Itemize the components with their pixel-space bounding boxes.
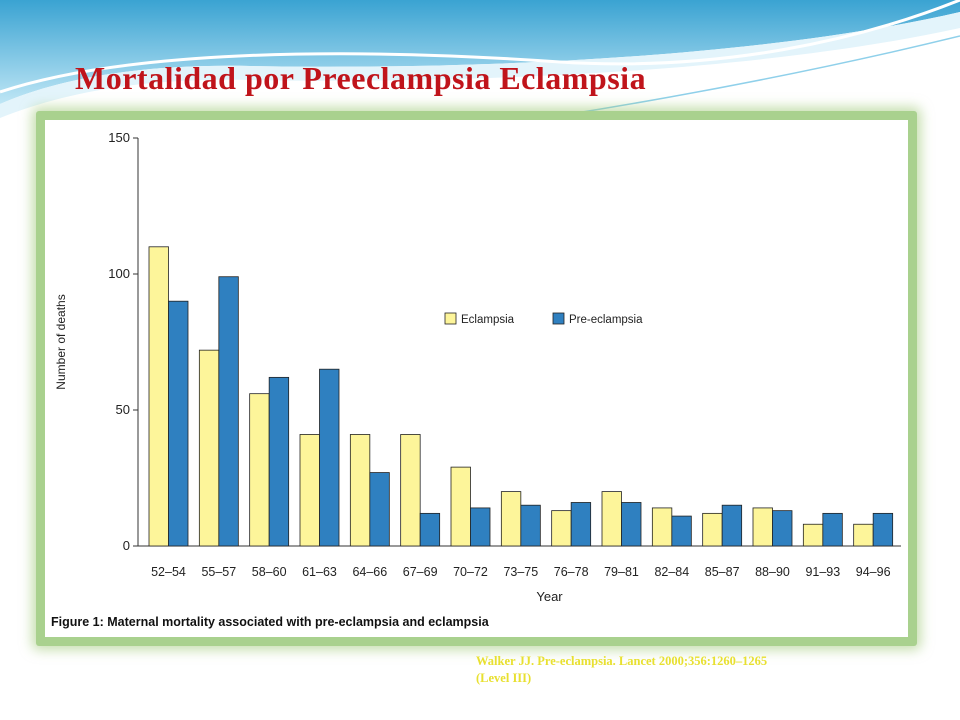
pre-eclampsia-bar <box>621 502 642 547</box>
slide-title: Mortalidad por Preeclampsia Eclampsia <box>75 60 647 96</box>
eclampsia-bar <box>450 466 471 547</box>
legend-label-pre-eclampsia: Pre-eclampsia <box>569 314 643 326</box>
x-tick-label: 91–93 <box>805 565 840 579</box>
eclampsia-bar <box>853 523 874 547</box>
pre-eclampsia-bar <box>671 515 692 547</box>
x-tick-label: 58–60 <box>252 565 287 579</box>
swoosh-sky <box>0 0 960 104</box>
x-tick-label: 67–69 <box>403 565 438 579</box>
x-tick-label: 85–87 <box>705 565 740 579</box>
y-tick-label: 100 <box>108 266 130 281</box>
pre-eclampsia-bar <box>872 512 894 547</box>
swoosh-band <box>0 12 960 118</box>
pre-eclampsia-bar <box>520 504 541 547</box>
eclampsia-bar <box>702 512 723 547</box>
pre-eclampsia-bar <box>772 510 793 547</box>
citation-line-1: Walker JJ. Pre-eclampsia. Lancet 2000;35… <box>476 654 768 668</box>
x-tick-label: 94–96 <box>856 565 891 579</box>
figure-caption-prefix: Figure 1: <box>51 615 107 629</box>
x-tick-label: 76–78 <box>554 565 589 579</box>
citation: Walker JJ. Pre-eclampsia. Lancet 2000;35… <box>476 653 896 687</box>
x-axis-label: Year <box>536 589 563 604</box>
pre-eclampsia-bar <box>419 512 441 547</box>
x-tick-label: 79–81 <box>604 565 639 579</box>
figure-caption-text: Maternal mortality associated with pre-e… <box>107 615 489 629</box>
eclampsia-bar <box>551 510 572 547</box>
eclampsia-bar <box>500 491 522 547</box>
pre-eclampsia-bar <box>319 368 340 547</box>
x-tick-label: 55–57 <box>201 565 236 579</box>
maternal-mortality-chart: 0 50 100 150 Number of deaths 52–54 55–57 58–60… <box>51 130 901 629</box>
figure-caption: Figure 1: Maternal mortality associated … <box>51 615 490 629</box>
eclampsia-bar <box>299 434 320 547</box>
eclampsia-bar <box>601 491 622 547</box>
legend-swatch-pre-eclampsia <box>552 312 565 325</box>
eclampsia-bar <box>651 507 673 547</box>
pre-eclampsia-bar <box>721 504 743 547</box>
pre-eclampsia-bar <box>570 502 592 547</box>
eclampsia-bar <box>802 523 824 547</box>
chart-panel: 0 50 100 150 Number of deaths 52–54 55–57 58–60… <box>45 120 908 637</box>
legend-swatch-eclampsia <box>444 312 457 325</box>
y-tick-label: 0 <box>123 538 130 553</box>
x-tick-label: 52–54 <box>151 565 186 579</box>
eclampsia-bar <box>349 434 371 547</box>
eclampsia-bar <box>148 246 169 547</box>
legend-label-eclampsia: Eclampsia <box>461 314 515 326</box>
y-axis-label: Number of deaths <box>54 294 68 389</box>
x-tick-label: 82–84 <box>654 565 689 579</box>
eclampsia-bar <box>400 434 421 547</box>
swoosh-line <box>0 0 960 94</box>
pre-eclampsia-bar <box>470 507 491 547</box>
x-tick-label: 61–63 <box>302 565 337 579</box>
eclampsia-bar <box>752 507 773 547</box>
x-tick-label: 64–66 <box>352 565 387 579</box>
y-tick-label: 150 <box>108 130 130 145</box>
y-tick-label: 50 <box>116 402 130 417</box>
x-tick-label: 70–72 <box>453 565 488 579</box>
citation-line-2: (Level III) <box>476 671 532 685</box>
pre-eclampsia-bar <box>822 512 843 547</box>
pre-eclampsia-bar <box>168 300 189 547</box>
pre-eclampsia-bar <box>218 276 239 547</box>
pre-eclampsia-bar <box>369 472 390 547</box>
pre-eclampsia-bar <box>268 376 290 547</box>
x-tick-label: 73–75 <box>503 565 538 579</box>
eclampsia-bar <box>198 349 220 547</box>
eclampsia-bar <box>249 393 270 547</box>
x-tick-label: 88–90 <box>755 565 790 579</box>
